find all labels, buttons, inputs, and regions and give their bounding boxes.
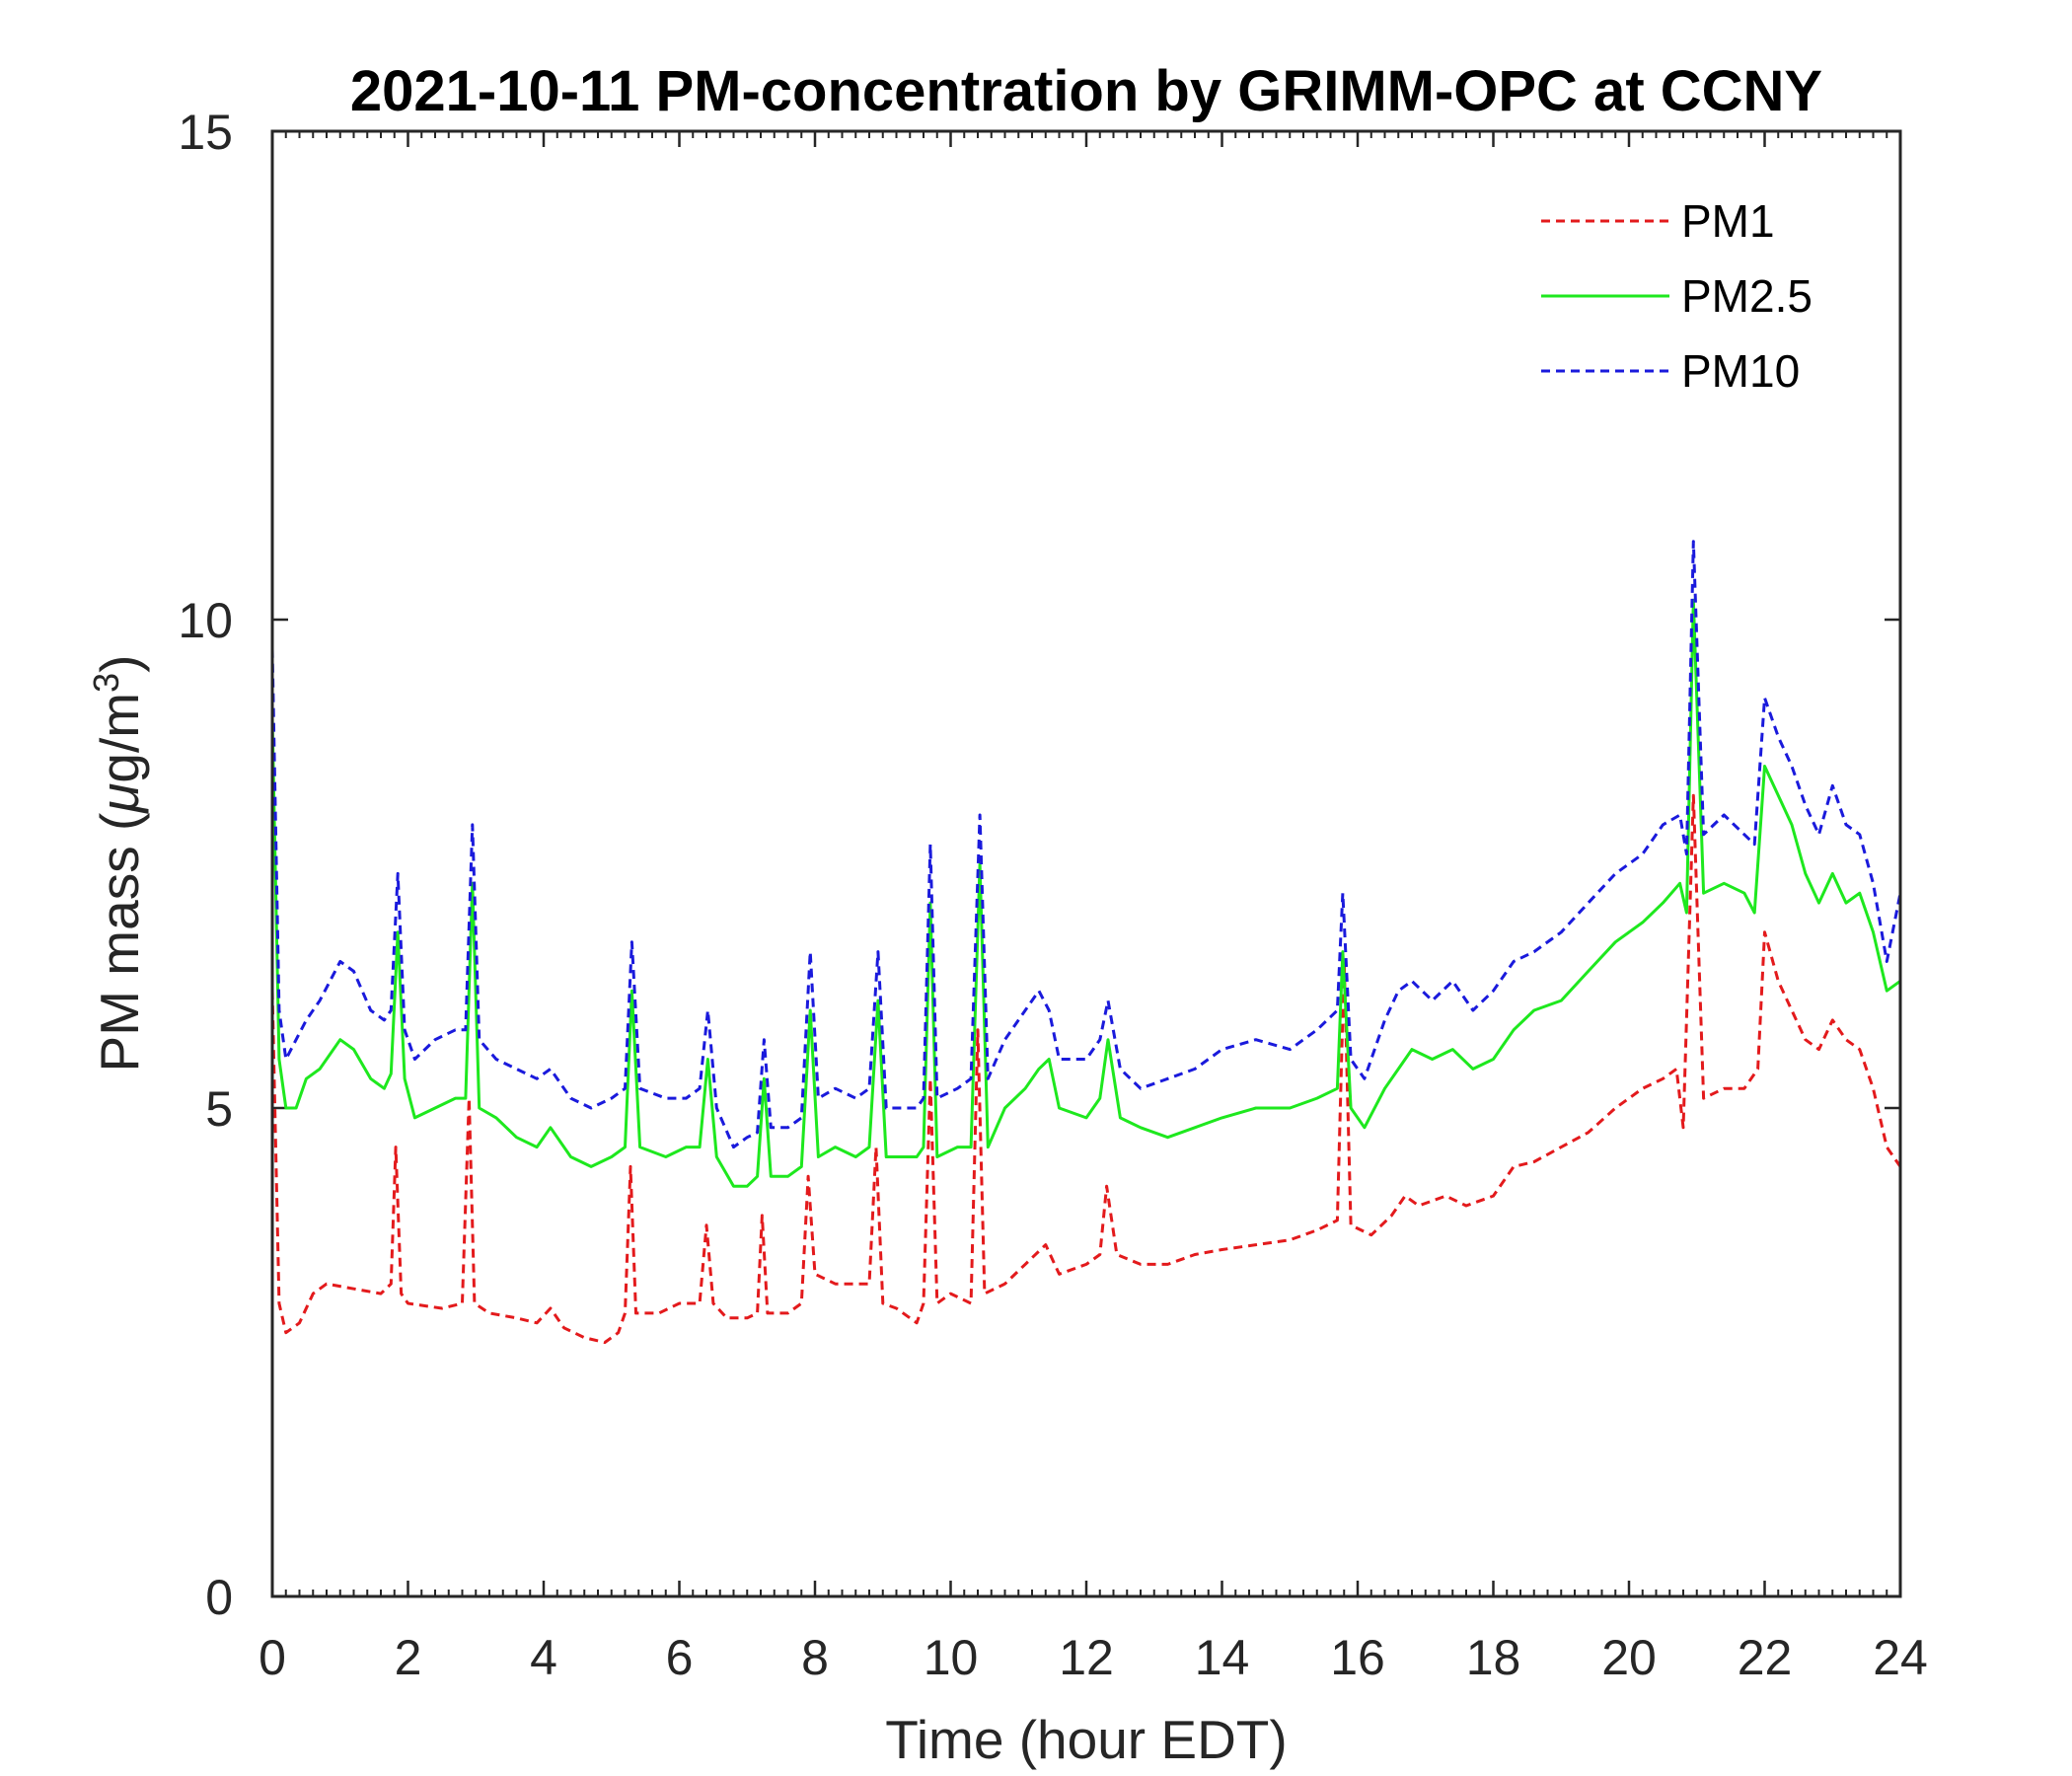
x-tick-label: 14 — [1195, 1630, 1250, 1685]
y-axis-label: PM mass (μg/m3) — [86, 655, 151, 1073]
y-label-unit: g/m — [89, 693, 150, 783]
x-tick-label: 24 — [1873, 1630, 1928, 1685]
legend-label: PM2.5 — [1681, 270, 1813, 322]
axes-box — [270, 129, 1902, 1598]
x-tick-label: 2 — [395, 1630, 422, 1685]
x-tick-label: 12 — [1059, 1630, 1114, 1685]
legend-label: PM10 — [1681, 345, 1800, 397]
y-label-mu: μ — [89, 783, 150, 815]
series-line-pm1 — [272, 793, 1900, 1345]
chart-title: 2021-10-11 PM-concentration by GRIMM-OPC… — [350, 59, 1822, 123]
plot-area — [272, 131, 1900, 1596]
series-lines — [272, 540, 1900, 1345]
series-line-pm10 — [272, 540, 1900, 1149]
x-axis-label: Time (hour EDT) — [885, 1709, 1287, 1770]
x-tick-label: 4 — [530, 1630, 557, 1685]
y-tick-labels: 0 5 10 15 — [178, 105, 233, 1625]
y-tick-label: 5 — [205, 1081, 233, 1137]
series-line-pm2-5 — [272, 598, 1900, 1188]
x-tick-labels: 0 2 4 6 8 10 12 14 16 18 20 22 24 — [259, 1630, 1928, 1685]
x-tick-label: 22 — [1738, 1630, 1793, 1685]
y-tick-label: 10 — [178, 593, 233, 648]
x-tick-label: 20 — [1601, 1630, 1657, 1685]
x-tick-label: 18 — [1466, 1630, 1521, 1685]
y-label-prefix: PM mass ( — [89, 813, 150, 1073]
legend-label: PM1 — [1681, 195, 1775, 247]
y-tick-label: 0 — [205, 1570, 233, 1625]
y-label-suffix: ) — [89, 655, 150, 673]
legend: PM1 PM2.5 PM10 — [1541, 195, 1813, 397]
x-tick-label: 10 — [924, 1630, 979, 1685]
x-tick-label: 8 — [801, 1630, 829, 1685]
x-tick-label: 16 — [1330, 1630, 1385, 1685]
x-tick-label: 0 — [259, 1630, 286, 1685]
y-tick-label: 15 — [178, 105, 233, 160]
y-label-superscript: 3 — [86, 673, 126, 693]
x-tick-label: 6 — [666, 1630, 694, 1685]
